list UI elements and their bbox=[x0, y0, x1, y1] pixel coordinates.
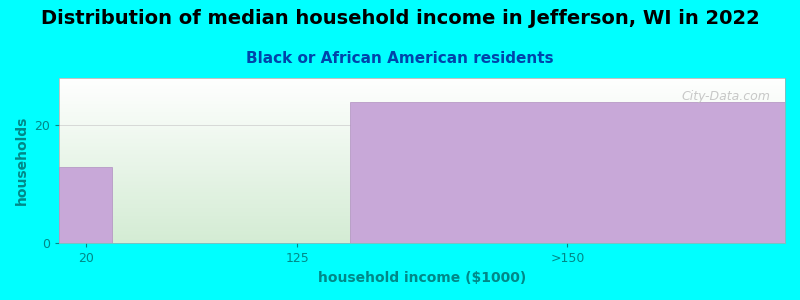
X-axis label: household income ($1000): household income ($1000) bbox=[318, 271, 526, 285]
Bar bbox=[350, 102, 785, 243]
Y-axis label: households: households bbox=[15, 116, 29, 206]
Text: Distribution of median household income in Jefferson, WI in 2022: Distribution of median household income … bbox=[41, 9, 759, 28]
Text: Black or African American residents: Black or African American residents bbox=[246, 51, 554, 66]
Bar bbox=[59, 167, 112, 243]
Text: City-Data.com: City-Data.com bbox=[682, 90, 770, 103]
